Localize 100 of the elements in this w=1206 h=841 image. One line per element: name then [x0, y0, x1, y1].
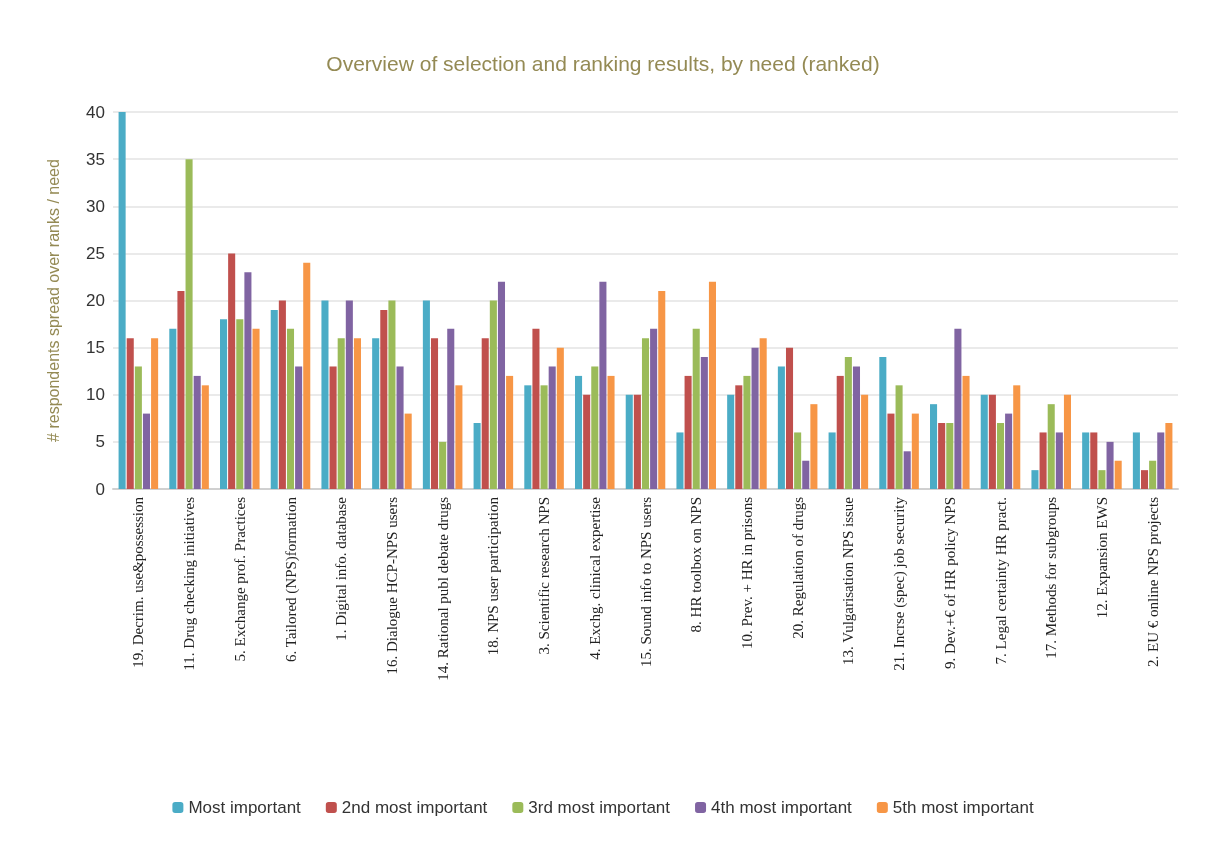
- bar: [575, 375, 583, 489]
- bar: [1149, 460, 1157, 489]
- legend-label: Most important: [188, 798, 302, 817]
- bar: [658, 291, 666, 489]
- bar: [1039, 432, 1047, 489]
- bar: [142, 413, 151, 489]
- bar: [996, 423, 1005, 489]
- x-tick-label: 18. NPS user participation: [485, 496, 502, 656]
- bar: [1132, 432, 1140, 489]
- bar: [700, 357, 708, 489]
- x-tick-label: 1. Digital info. database: [333, 496, 350, 641]
- bar: [930, 404, 938, 489]
- bar: [556, 347, 564, 489]
- bar: [980, 394, 988, 489]
- bar: [151, 338, 159, 489]
- bar: [1114, 460, 1122, 489]
- bar: [380, 309, 388, 489]
- bar: [599, 281, 607, 489]
- x-tick-label: 9. Dev.+€ of HR policy NPS: [941, 497, 958, 670]
- bar: [684, 375, 692, 489]
- bar: [954, 328, 962, 489]
- x-tick-label: 19. Decrim. use&possession: [130, 496, 147, 668]
- bar: [810, 404, 818, 489]
- bar: [388, 300, 396, 489]
- bar: [962, 375, 970, 489]
- bar: [473, 423, 481, 489]
- bar: [220, 319, 228, 489]
- bar: [337, 338, 345, 489]
- bar: [692, 328, 700, 489]
- bar: [524, 385, 532, 489]
- bar: [887, 413, 895, 489]
- bar: [751, 347, 759, 489]
- y-tick-label: 40: [86, 102, 105, 122]
- bar: [396, 366, 404, 489]
- bar: [708, 281, 716, 489]
- bar: [201, 385, 209, 489]
- legend-label: 3rd most important: [528, 798, 671, 817]
- bar: [497, 281, 506, 489]
- legend-label: 5th most important: [892, 798, 1034, 817]
- bar: [252, 328, 260, 489]
- bar: [295, 366, 303, 489]
- bar: [118, 112, 126, 489]
- x-tick-label: 17. Methods for subgroups: [1043, 496, 1060, 659]
- bar: [836, 375, 844, 489]
- bar: [650, 328, 658, 489]
- bar: [988, 394, 996, 489]
- bar: [489, 300, 497, 489]
- x-tick-label: 11. Drug checking initiatives: [181, 496, 198, 671]
- bar: [607, 375, 615, 489]
- legend-label: 2nd most important: [341, 798, 488, 817]
- bar: [583, 394, 591, 489]
- bar: [236, 319, 244, 489]
- bar: [938, 423, 946, 489]
- x-tick-label: 5. Exchange prof. Practices: [231, 496, 248, 662]
- x-tick-label: 20. Regulation of drugs: [789, 496, 806, 639]
- x-tick-label: 8. HR toolbox on NPS: [688, 497, 705, 633]
- bar: [372, 338, 380, 489]
- bar: [177, 291, 185, 489]
- bar: [1063, 394, 1071, 489]
- bar: [404, 413, 412, 489]
- bar: [532, 328, 540, 489]
- y-axis-title: # respondents spread over ranks / need: [44, 159, 62, 442]
- bar: [785, 347, 794, 489]
- bar: [1165, 423, 1173, 489]
- bar: [1106, 441, 1114, 489]
- bar: [353, 338, 361, 489]
- bar: [735, 385, 743, 489]
- bar: [134, 366, 142, 489]
- bar: [852, 366, 861, 489]
- bar: [1013, 385, 1021, 489]
- bar: [641, 338, 650, 489]
- bar: [946, 423, 954, 489]
- bar: [447, 328, 455, 489]
- y-tick-label: 30: [86, 196, 105, 216]
- bar: [439, 441, 447, 489]
- x-tick-label: 15. Sound info to NPS users: [637, 496, 654, 668]
- bar: [625, 394, 633, 489]
- bar: [540, 385, 548, 489]
- bar: [1031, 470, 1039, 489]
- bar: [506, 375, 514, 489]
- x-tick-label: 6. Tailored (NPS)formation: [282, 496, 300, 662]
- bar: [481, 338, 489, 489]
- bar: [270, 309, 278, 489]
- bar: [303, 262, 311, 489]
- x-tick-label: 2. EU € online NPS projects: [1144, 496, 1161, 667]
- x-tick-label: 21. Incrse (spec) job security: [891, 496, 909, 671]
- bar: [1047, 404, 1055, 489]
- x-tick-label: 12. Expansion EWS: [1093, 497, 1110, 619]
- bar: [1055, 432, 1063, 489]
- y-tick-label: 20: [86, 291, 105, 310]
- bar: [777, 366, 785, 489]
- bar: [430, 338, 439, 489]
- y-tick-label: 35: [86, 149, 105, 169]
- bar: [345, 300, 353, 489]
- bar: [1140, 470, 1149, 489]
- bar: [1005, 413, 1013, 489]
- x-tick-label: 7. Legal certainty HR pract.: [992, 497, 1009, 665]
- bar: [759, 338, 767, 489]
- bar: [278, 300, 286, 489]
- x-tick-label: 4. Exchg. clinical expertise: [586, 496, 603, 660]
